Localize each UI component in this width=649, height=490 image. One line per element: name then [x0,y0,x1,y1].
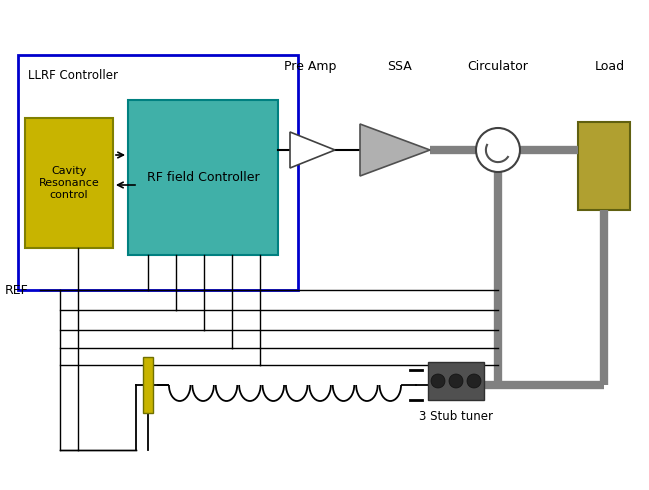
Bar [18,55,298,290]
Text: 3 Stub tuner: 3 Stub tuner [419,410,493,423]
Bar [143,357,153,413]
Bar [428,362,484,400]
Text: SSA: SSA [387,60,412,73]
Bar [25,118,113,248]
Text: Cavity
Resonance
control: Cavity Resonance control [39,167,99,199]
Text: Pre Amp: Pre Amp [284,60,336,73]
Text: Load: Load [595,60,625,73]
Circle shape [467,374,481,388]
Polygon shape [360,124,430,176]
Text: Circulator: Circulator [467,60,528,73]
Bar [128,100,278,255]
Bar [578,122,630,210]
Text: LLRF Controller: LLRF Controller [28,69,118,82]
Text: REF: REF [5,284,29,296]
Circle shape [431,374,445,388]
Circle shape [449,374,463,388]
Text: RF field Controller: RF field Controller [147,171,260,184]
Polygon shape [290,132,335,168]
Circle shape [476,128,520,172]
